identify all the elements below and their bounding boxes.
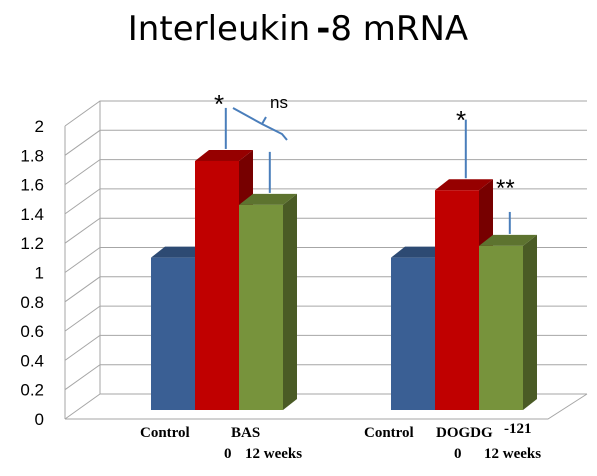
y-tick-label: 2	[35, 117, 44, 136]
bar-g2-3	[479, 245, 523, 410]
group1-weeks-label: 12 weeks	[245, 446, 302, 462]
ns-bracket	[232, 107, 288, 141]
bar-top	[479, 234, 537, 246]
y-tick-label: 0	[35, 410, 44, 429]
group1-zero-label: 0	[224, 446, 232, 462]
bar-top	[151, 246, 209, 258]
y-tick-labels: 0 0.2 0.4 0.6 0.8 1 1.2 1.4 1.6 1.8 2	[20, 117, 44, 429]
group2-zero-label: 0	[454, 446, 462, 462]
y-tick-label: 0.8	[20, 293, 44, 312]
y-tick-label: 0.6	[20, 322, 44, 341]
y-tick-label: 1	[35, 264, 44, 283]
y-tick-label: 1.6	[20, 176, 44, 195]
group2-control-label: Control	[364, 425, 414, 441]
y-tick-label: 1.8	[20, 146, 44, 165]
title-dash: -	[316, 9, 330, 49]
annotation-star-1: *	[214, 89, 224, 119]
group2-weeks-label: 12 weeks	[484, 446, 541, 462]
y-tick-label: 1.4	[20, 205, 44, 224]
bar-top	[391, 246, 449, 258]
bar-g1-2	[195, 160, 239, 410]
chart-title: Interleukin -8 mRNA	[128, 9, 468, 49]
gridline-10	[64, 100, 587, 127]
bar-top	[195, 149, 253, 161]
annotation-ns: ns	[270, 93, 288, 112]
category-labels: Control BAS 0 12 weeks Control DOGDG -12…	[140, 421, 541, 462]
annotation-star-3: **	[496, 175, 515, 202]
title-rest: 8 mRNA	[330, 9, 468, 49]
annotation-star-2: *	[456, 105, 466, 135]
bars	[151, 149, 537, 410]
bar-g1-3	[239, 204, 283, 410]
group2-treatment-label: DOGDG	[436, 425, 493, 441]
y-tick-label: 1.2	[20, 234, 44, 253]
group1-control-label: Control	[140, 425, 190, 441]
bar-top	[239, 193, 297, 205]
bar-g2-1	[391, 257, 435, 410]
y-tick-label: 0.4	[20, 351, 44, 370]
bar-side	[523, 234, 537, 410]
group1-treatment-label: BAS	[231, 425, 260, 441]
gridline-9	[64, 129, 587, 156]
bar-side	[283, 193, 297, 410]
annotations: * ns * **	[214, 89, 515, 202]
bar-g1-1	[151, 257, 195, 410]
grid	[64, 100, 588, 420]
title-main: Interleukin	[128, 9, 310, 49]
group2-superscript-label: -121	[504, 421, 532, 437]
error-bars	[224, 107, 511, 234]
floor-front	[65, 393, 588, 420]
bar-g2-2	[435, 190, 479, 410]
y-tick-label: 0.2	[20, 381, 44, 400]
bar-top	[435, 179, 493, 191]
